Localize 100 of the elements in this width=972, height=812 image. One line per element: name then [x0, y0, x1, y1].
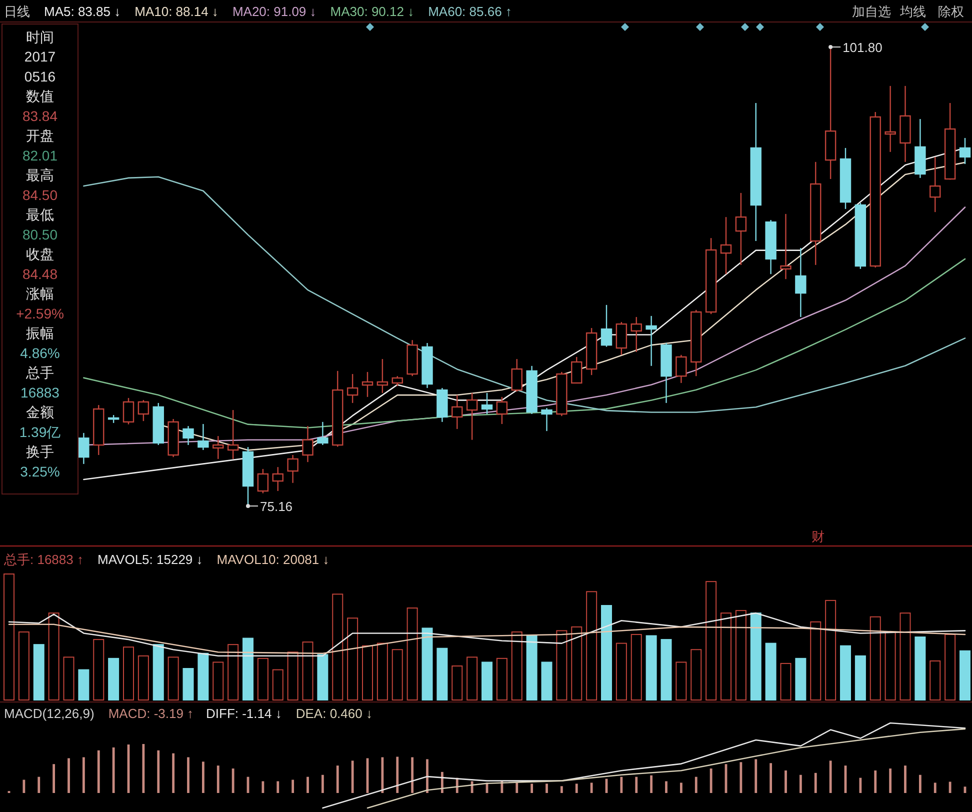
bar: [948, 782, 952, 793]
bar: [884, 631, 896, 700]
bar: [546, 784, 548, 793]
candlestick: [676, 354, 687, 384]
annotation: 总手: [25, 364, 54, 381]
candlestick: [511, 358, 522, 392]
candlestick: [257, 468, 269, 494]
bar: [630, 634, 642, 700]
bar: [676, 662, 687, 700]
bar: [889, 768, 892, 793]
bar: [182, 668, 194, 700]
annotation: 0516: [24, 68, 56, 84]
bar: [690, 649, 702, 700]
bar: [530, 784, 534, 793]
candlestick: [646, 315, 657, 367]
chart-title: MACD(12,26,9): [4, 706, 94, 721]
bar: [586, 591, 598, 700]
annotation: 75.16: [260, 499, 293, 514]
candlestick: [198, 423, 209, 451]
candlestick: [212, 435, 224, 460]
bar: [406, 608, 418, 700]
bar: [750, 612, 762, 700]
bar: [22, 780, 26, 793]
bar: [452, 665, 463, 700]
bar: [770, 763, 772, 793]
bar: [482, 662, 492, 700]
candlestick: [630, 316, 642, 353]
annotation: 84.48: [22, 266, 58, 282]
annotation: 涨幅: [26, 286, 54, 302]
bar: [601, 605, 612, 700]
candlestick: [182, 425, 194, 446]
candlestick: [884, 85, 896, 153]
bar: [93, 639, 104, 700]
bar: [157, 750, 160, 793]
bar: [496, 658, 508, 700]
bar: [436, 648, 448, 700]
bar: [18, 631, 30, 700]
bar: [123, 646, 134, 700]
bar: [944, 634, 956, 700]
bar: [152, 644, 164, 700]
bar: [168, 656, 179, 700]
bar: [825, 600, 836, 700]
candlestick: [78, 432, 90, 465]
candlestick: [600, 304, 612, 348]
bar: [854, 655, 866, 700]
bar: [332, 594, 344, 700]
bar: [48, 612, 60, 700]
candlestick: [720, 216, 732, 275]
bar: [212, 662, 224, 700]
candlestick: [735, 192, 747, 266]
chart-title: 日线: [4, 4, 30, 19]
annotation: 数值: [26, 88, 54, 104]
annotation: 收盘: [26, 246, 54, 262]
annotation: 2017: [24, 48, 56, 65]
bar: [874, 770, 877, 793]
bar: [336, 766, 339, 793]
bar: [302, 642, 314, 700]
bar: [900, 612, 911, 700]
bar: [362, 645, 373, 700]
bar: [918, 774, 922, 793]
bar: [934, 782, 936, 793]
bar: [4, 574, 14, 700]
text: MA30: 90.12 ↓: [330, 4, 414, 19]
bar: [198, 652, 209, 700]
bar: [108, 658, 120, 700]
bar: [635, 776, 638, 793]
bar: [870, 616, 881, 700]
bar: [526, 635, 538, 700]
bar: [556, 630, 568, 700]
bar: [232, 768, 234, 793]
bar: [38, 776, 40, 793]
bar: [422, 628, 433, 700]
annotation: 80.50: [22, 226, 58, 242]
bar: [665, 781, 668, 793]
bar: [321, 774, 324, 793]
bar: [242, 638, 254, 700]
candlestick: [571, 356, 582, 384]
bar: [440, 772, 444, 793]
candlestick: [376, 358, 388, 394]
bar: [172, 753, 175, 793]
candlestick: [287, 454, 298, 484]
annotation: 最低: [26, 206, 54, 223]
bar: [396, 756, 399, 793]
text: DIFF: -1.14 ↓: [206, 706, 282, 721]
bar: [187, 757, 190, 793]
bar: [740, 762, 742, 793]
annotation: 1.39亿: [19, 424, 61, 440]
candlestick: [227, 409, 239, 460]
bar: [381, 757, 384, 793]
bar: [784, 770, 787, 793]
bar: [228, 644, 239, 700]
bar: [287, 652, 298, 700]
bar: [317, 654, 328, 700]
bar: [795, 658, 806, 700]
annotation: 开盘: [26, 128, 54, 144]
bar: [754, 759, 758, 793]
bar: [216, 766, 220, 793]
bar: [68, 758, 70, 793]
bar: [814, 772, 817, 793]
bar: [646, 635, 657, 700]
